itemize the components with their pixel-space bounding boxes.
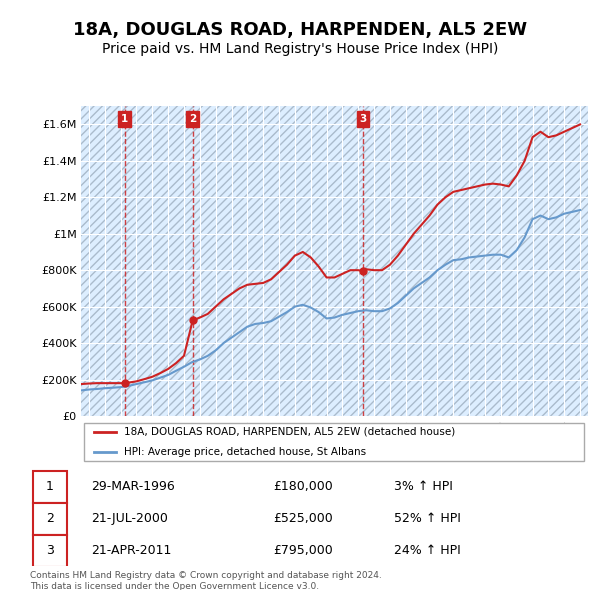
Text: 21-APR-2011: 21-APR-2011: [91, 545, 171, 558]
Text: 18A, DOUGLAS ROAD, HARPENDEN, AL5 2EW (detached house): 18A, DOUGLAS ROAD, HARPENDEN, AL5 2EW (d…: [124, 427, 455, 437]
FancyBboxPatch shape: [33, 503, 67, 535]
Text: 3: 3: [359, 114, 367, 124]
FancyBboxPatch shape: [33, 535, 67, 568]
Text: 1: 1: [121, 114, 128, 124]
Text: £525,000: £525,000: [273, 512, 332, 525]
Text: HPI: Average price, detached house, St Albans: HPI: Average price, detached house, St A…: [124, 447, 366, 457]
Text: Contains HM Land Registry data © Crown copyright and database right 2024.
This d: Contains HM Land Registry data © Crown c…: [30, 571, 382, 590]
Text: 2: 2: [189, 114, 196, 124]
FancyBboxPatch shape: [83, 423, 584, 461]
Text: £795,000: £795,000: [273, 545, 332, 558]
Text: Price paid vs. HM Land Registry's House Price Index (HPI): Price paid vs. HM Land Registry's House …: [102, 42, 498, 57]
Text: 3: 3: [46, 545, 54, 558]
Text: 24% ↑ HPI: 24% ↑ HPI: [394, 545, 461, 558]
Text: 21-JUL-2000: 21-JUL-2000: [91, 512, 167, 525]
Text: 2: 2: [46, 512, 54, 525]
Text: £180,000: £180,000: [273, 480, 332, 493]
Text: 1: 1: [46, 480, 54, 493]
Text: 29-MAR-1996: 29-MAR-1996: [91, 480, 175, 493]
Text: 18A, DOUGLAS ROAD, HARPENDEN, AL5 2EW: 18A, DOUGLAS ROAD, HARPENDEN, AL5 2EW: [73, 21, 527, 39]
FancyBboxPatch shape: [33, 471, 67, 503]
Text: 52% ↑ HPI: 52% ↑ HPI: [394, 512, 461, 525]
Text: 3% ↑ HPI: 3% ↑ HPI: [394, 480, 453, 493]
